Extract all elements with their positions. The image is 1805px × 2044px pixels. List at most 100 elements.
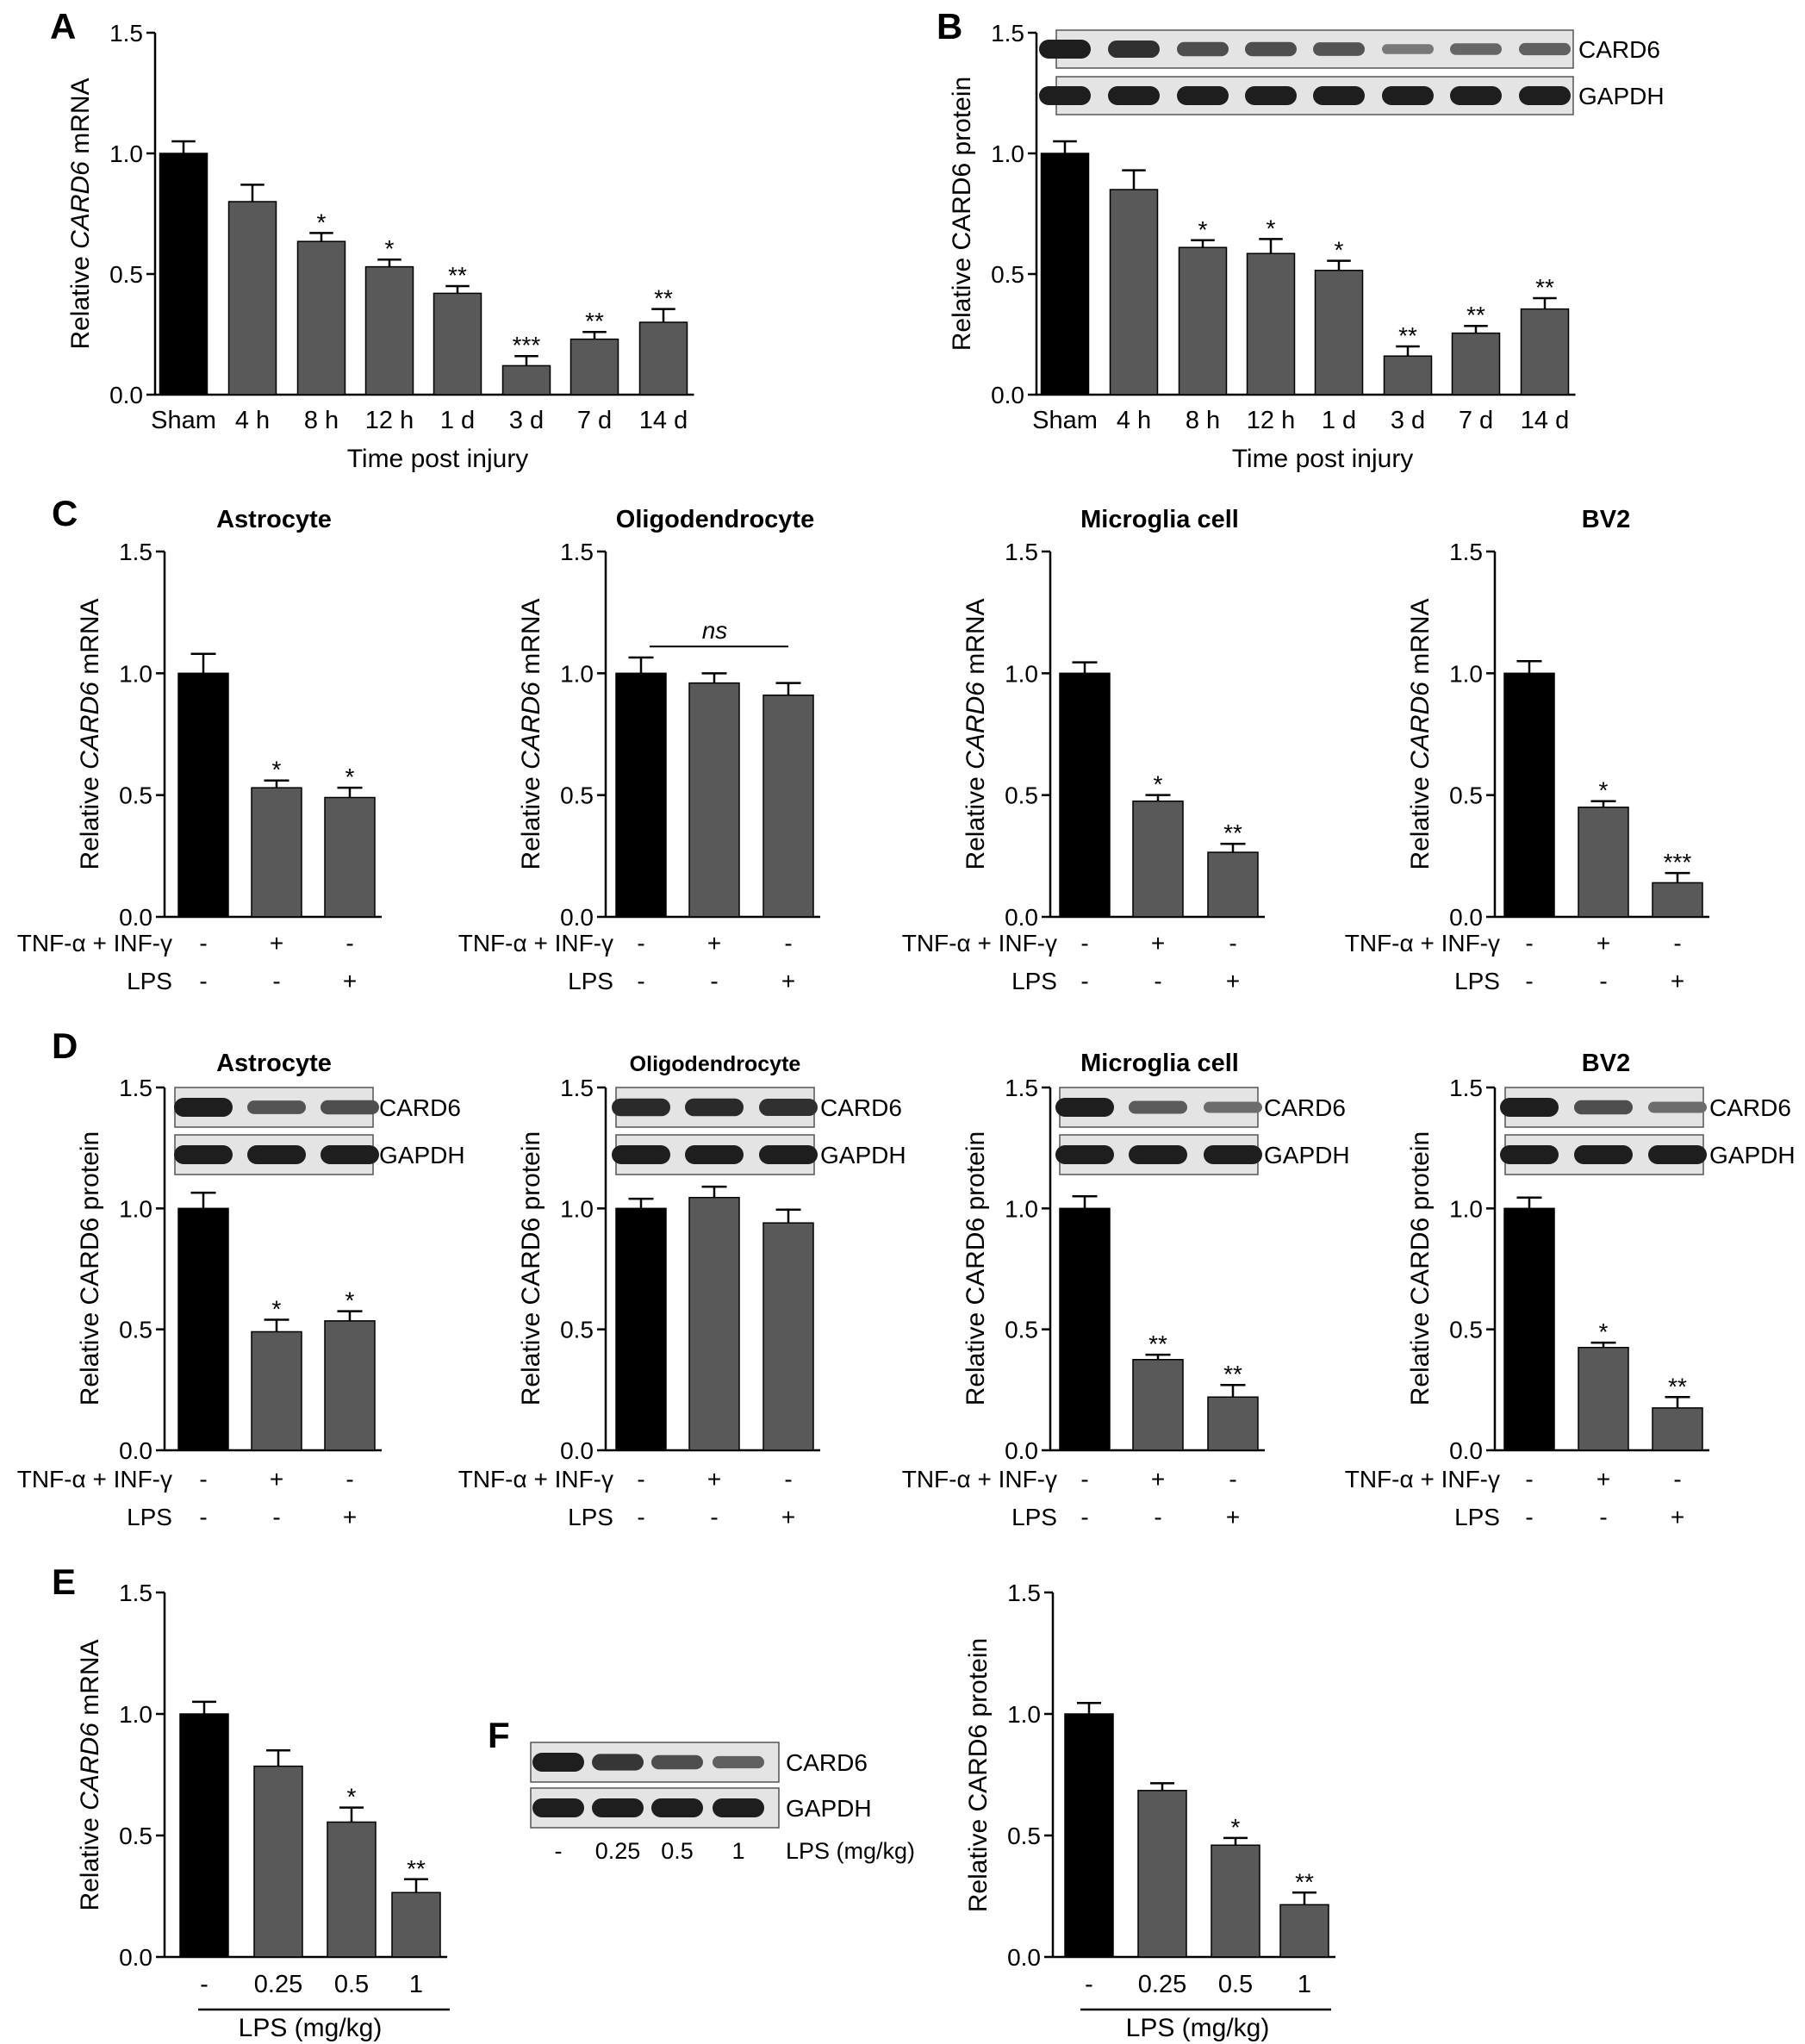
bar bbox=[177, 672, 229, 918]
x-tick-label: 0.25 bbox=[1138, 1971, 1186, 1998]
chart-d2: 0.0 0.5 1.0 1.5 Relative CARD6 protein TNF-α … bbox=[458, 1052, 906, 1530]
x-tick-label: 4 h bbox=[1117, 407, 1151, 434]
treatment-sign: + bbox=[1671, 1504, 1684, 1530]
card6-band bbox=[1648, 1101, 1707, 1113]
bar bbox=[1040, 153, 1090, 396]
y-tick-label: 0.0 bbox=[119, 1437, 152, 1464]
treatment-row-label: TNF-α + INF-γ bbox=[458, 1466, 613, 1492]
bar bbox=[1059, 1207, 1111, 1451]
significance-label: * bbox=[1267, 215, 1276, 241]
gapdh-band bbox=[685, 1145, 744, 1164]
treatment-sign: + bbox=[343, 968, 357, 994]
treatment-sign: - bbox=[272, 968, 280, 994]
bar bbox=[1207, 1396, 1259, 1451]
significance-label: ** bbox=[1466, 302, 1485, 328]
significance-label: * bbox=[347, 1784, 357, 1810]
x-tick-label: 12 h bbox=[1247, 407, 1295, 434]
significance-label: * bbox=[1335, 237, 1344, 264]
treatment-row-label: TNF-α + INF-γ bbox=[902, 930, 1057, 957]
y-axis-label-part: Relative bbox=[517, 770, 545, 870]
bar bbox=[762, 1222, 814, 1451]
gapdh-band bbox=[1450, 86, 1502, 105]
significance-label: ** bbox=[1295, 1868, 1314, 1895]
card6-band bbox=[612, 1098, 670, 1117]
bar bbox=[1137, 1790, 1187, 1958]
card6-band bbox=[1382, 44, 1434, 54]
treatment-sign: + bbox=[781, 968, 795, 994]
y-axis-label: Relative CARD6 protein bbox=[1406, 1131, 1435, 1405]
card6-band bbox=[321, 1100, 379, 1115]
bar bbox=[1132, 800, 1184, 918]
bar bbox=[251, 1330, 302, 1451]
card6-band bbox=[1450, 43, 1502, 55]
bar bbox=[1520, 308, 1570, 396]
blot-lane-tick: 0.25 bbox=[595, 1838, 641, 1864]
chart-title: Microglia cell bbox=[1080, 506, 1239, 533]
bar bbox=[688, 1196, 740, 1451]
x-tick-label: 7 d bbox=[1459, 407, 1493, 434]
treatment-sign: - bbox=[272, 1504, 280, 1530]
x-tick-label: 12 h bbox=[365, 407, 414, 434]
significance-label: ** bbox=[1668, 1373, 1687, 1399]
x-axis-label: LPS (mg/kg) bbox=[239, 2014, 383, 2042]
y-axis-label-part: mRNA bbox=[66, 78, 95, 161]
significance-label: * bbox=[317, 209, 327, 235]
gapdh-band bbox=[1204, 1145, 1262, 1164]
y-tick-label: 0.5 bbox=[1007, 1823, 1041, 1849]
card6-band bbox=[1519, 42, 1571, 56]
card6-band bbox=[532, 1753, 584, 1772]
panel-letter-e: E bbox=[52, 1561, 76, 1602]
y-tick-label: 0.0 bbox=[1005, 1437, 1038, 1464]
bar bbox=[227, 201, 277, 396]
gapdh-band bbox=[174, 1145, 233, 1164]
gapdh-band bbox=[1648, 1145, 1707, 1164]
y-tick-label: 1.5 bbox=[1449, 1075, 1483, 1101]
significance-label: ** bbox=[1535, 274, 1554, 301]
bar bbox=[1178, 246, 1228, 396]
bar bbox=[253, 1765, 303, 1958]
y-axis-label: Relative CARD6 protein bbox=[964, 1638, 993, 1912]
bar bbox=[1451, 332, 1501, 396]
y-tick-label: 1.0 bbox=[560, 660, 594, 687]
gapdh-band bbox=[1129, 1145, 1187, 1164]
x-tick-label: 1 bbox=[409, 1971, 423, 1998]
y-tick-label: 0.5 bbox=[560, 782, 594, 809]
card6-band bbox=[592, 1754, 644, 1771]
y-tick-label: 1.5 bbox=[991, 20, 1024, 47]
treatment-sign: - bbox=[1525, 1466, 1533, 1492]
treatment-sign: - bbox=[1229, 1466, 1236, 1492]
y-axis-label-part: mRNA bbox=[962, 598, 990, 682]
chart-title: Astrocyte bbox=[216, 1050, 332, 1077]
treatment-sign: + bbox=[1151, 1466, 1165, 1492]
bar bbox=[159, 153, 209, 396]
treatment-sign: + bbox=[1596, 1466, 1610, 1492]
y-axis-label-part: CARD6 bbox=[76, 682, 104, 770]
significance-label: ** bbox=[1148, 1330, 1167, 1357]
treatment-sign: - bbox=[1080, 1504, 1088, 1530]
panel-letter-b: B bbox=[937, 6, 962, 47]
bar bbox=[1578, 1346, 1629, 1451]
treatment-sign: + bbox=[270, 930, 283, 957]
card6-band bbox=[1500, 1098, 1559, 1117]
gapdh-band bbox=[532, 1798, 584, 1817]
bar bbox=[1652, 882, 1703, 918]
y-tick-label: 1.0 bbox=[991, 140, 1024, 167]
y-tick-label: 0.5 bbox=[1449, 782, 1483, 809]
treatment-sign: - bbox=[345, 1466, 353, 1492]
treatment-row-label: TNF-α + INF-γ bbox=[1345, 1466, 1500, 1492]
treatment-sign: + bbox=[707, 930, 721, 957]
panel-letter-f: F bbox=[488, 1715, 510, 1755]
bar bbox=[570, 338, 619, 396]
card6-band bbox=[174, 1098, 233, 1117]
bar bbox=[251, 787, 302, 918]
treatment-sign: - bbox=[1673, 1466, 1681, 1492]
gapdh-band bbox=[1313, 86, 1365, 105]
gapdh-band bbox=[1055, 1145, 1114, 1164]
chart-title: BV2 bbox=[1582, 1050, 1630, 1077]
significance-label: * bbox=[1231, 1814, 1241, 1841]
bar bbox=[433, 292, 482, 396]
y-tick-label: 1.5 bbox=[560, 539, 594, 565]
treatment-sign: + bbox=[1596, 930, 1610, 957]
significance-label: * bbox=[1154, 771, 1163, 798]
